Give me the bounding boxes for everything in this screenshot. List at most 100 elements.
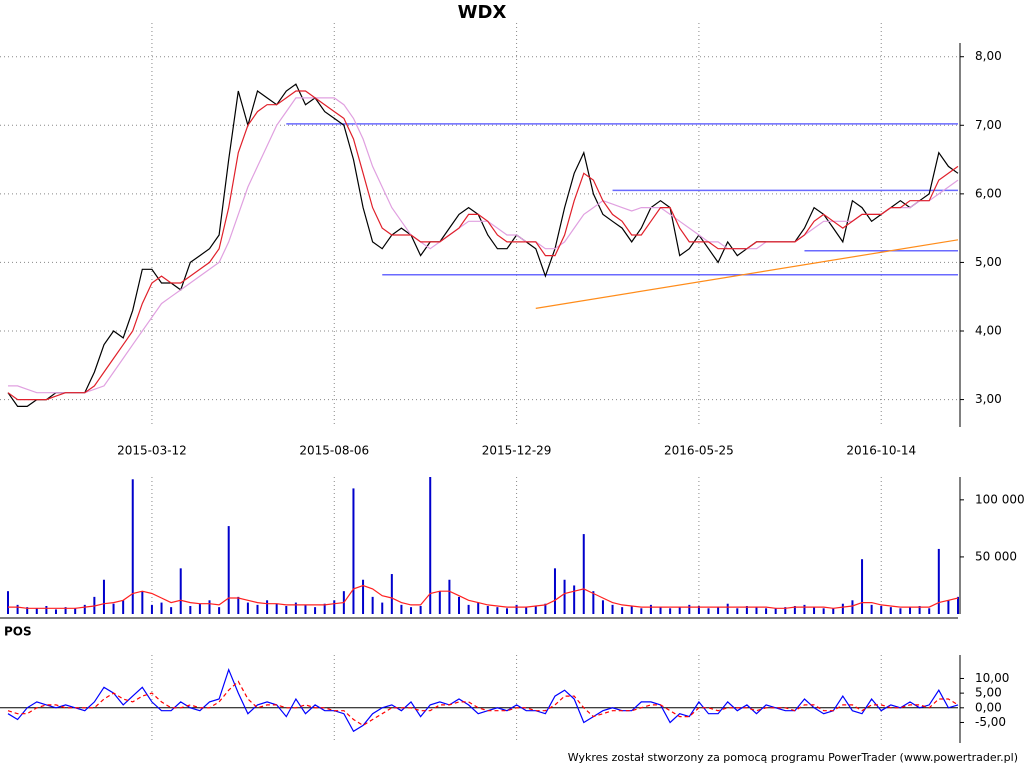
bar [861, 559, 864, 614]
bar [371, 596, 374, 614]
bar [227, 526, 230, 614]
bar [909, 607, 912, 614]
bar [880, 606, 883, 614]
bar [381, 602, 384, 614]
bar [438, 591, 441, 614]
bar [54, 609, 57, 614]
trend-line [535, 239, 959, 309]
bar [582, 534, 585, 614]
bar [458, 596, 461, 614]
bar [189, 606, 192, 614]
bar [304, 604, 307, 614]
bar [208, 600, 211, 614]
bar [150, 604, 153, 614]
bar [352, 488, 355, 614]
y-tick-label: 6,00 [975, 186, 1002, 200]
bar [534, 606, 537, 614]
bar [486, 606, 489, 614]
bar [7, 591, 9, 614]
bar [26, 607, 29, 614]
x-tick-label: 2015-03-12 [117, 444, 187, 458]
bar [505, 608, 508, 614]
bar [122, 600, 125, 614]
bar [256, 604, 259, 614]
bar [141, 591, 144, 614]
bar [736, 608, 739, 614]
bar [784, 607, 787, 614]
bar [362, 579, 365, 614]
bar [131, 479, 134, 614]
bar [16, 604, 19, 614]
series-line [7, 680, 959, 727]
bar [390, 574, 393, 614]
y-tick-label: 0,00 [975, 700, 1002, 714]
bar [333, 600, 336, 614]
bar [275, 603, 278, 614]
bar [640, 608, 643, 614]
bar [467, 604, 470, 614]
bar [544, 603, 547, 614]
bar [419, 606, 422, 614]
chart-title: WDX [458, 2, 507, 23]
bar [688, 604, 691, 614]
bar [198, 603, 201, 614]
bar [803, 604, 806, 614]
bar [246, 602, 249, 614]
y-tick-label: -5,00 [975, 715, 1006, 729]
bar [64, 607, 67, 614]
bar [918, 606, 921, 614]
x-tick-label: 2016-05-25 [664, 444, 734, 458]
bar [621, 607, 624, 614]
bar [400, 604, 403, 614]
bar [218, 607, 221, 614]
bar [237, 596, 240, 614]
series-line [7, 83, 959, 407]
bar [774, 608, 777, 614]
y-tick-label: 5,00 [975, 686, 1002, 700]
bar [266, 600, 269, 614]
bar [525, 607, 528, 614]
bar [314, 607, 317, 614]
bar [170, 607, 173, 614]
bar [947, 600, 950, 614]
bar [35, 608, 38, 614]
x-tick-label: 2016-10-14 [846, 444, 916, 458]
bar [928, 608, 931, 614]
y-tick-label: 7,00 [975, 118, 1002, 132]
bar [573, 585, 576, 614]
footer: Wykres został stworzony za pomocą progra… [568, 751, 1018, 764]
bar [515, 604, 518, 614]
bar [410, 607, 413, 614]
bar [793, 606, 796, 614]
x-tick-label: 2015-08-06 [299, 444, 369, 458]
bar [697, 606, 700, 614]
bar [601, 600, 604, 614]
bar [889, 607, 892, 614]
bar [659, 607, 662, 614]
bar [822, 608, 825, 614]
bar [717, 607, 720, 614]
y-tick-label: 3,00 [975, 392, 1002, 406]
bar [179, 568, 182, 614]
bar [563, 579, 566, 614]
y-tick-label: 50 000 [975, 549, 1017, 563]
bar [429, 477, 432, 614]
bar [899, 608, 902, 614]
bar [678, 607, 681, 614]
bar [649, 604, 652, 614]
panel-title: POS [4, 625, 32, 639]
bar [870, 604, 873, 614]
bar [477, 602, 480, 614]
bar [851, 600, 854, 614]
bar [630, 606, 633, 614]
bar [813, 607, 816, 614]
bar [496, 607, 499, 614]
bar [160, 602, 163, 614]
bar [937, 548, 940, 614]
y-tick-label: 10,00 [975, 671, 1009, 685]
series-line [8, 97, 959, 394]
bar [74, 608, 77, 614]
bar [745, 606, 748, 614]
bar [841, 603, 844, 614]
